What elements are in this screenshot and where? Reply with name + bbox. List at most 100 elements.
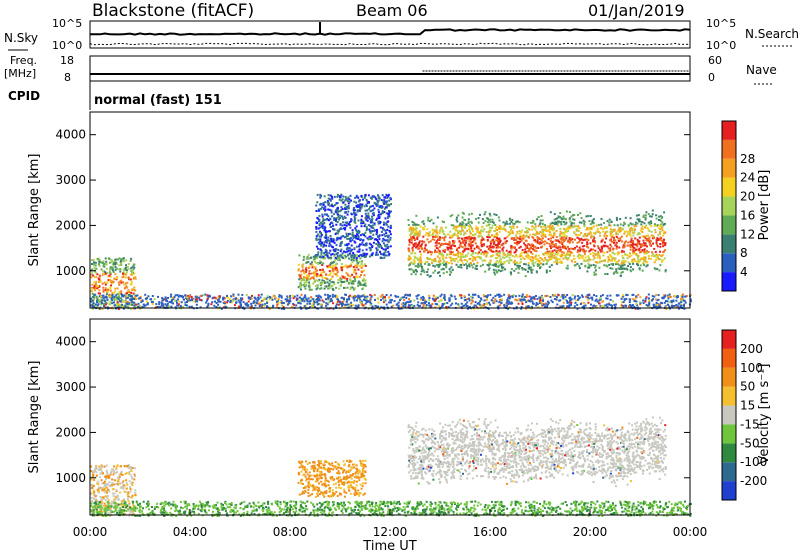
heatmap-cell bbox=[386, 197, 389, 199]
heatmap-cell bbox=[338, 230, 340, 233]
heatmap-cell bbox=[411, 237, 414, 240]
heatmap-cell bbox=[451, 244, 454, 247]
heatmap-cell bbox=[359, 257, 362, 260]
cpid-panel: CPID normal (fast) 151 bbox=[8, 81, 222, 110]
heatmap-cell bbox=[319, 260, 322, 263]
heatmap-cell bbox=[116, 304, 119, 307]
heatmap-cell bbox=[359, 203, 362, 206]
heatmap-cell bbox=[333, 218, 336, 221]
heatmap-cell bbox=[432, 232, 435, 235]
heatmap-cell bbox=[594, 269, 597, 272]
heatmap-cell bbox=[461, 237, 463, 240]
freq-left-tick-top: 18 bbox=[60, 54, 74, 67]
heatmap-cell bbox=[552, 236, 555, 239]
heatmap-cell bbox=[656, 237, 659, 240]
heatmap-cell bbox=[408, 294, 411, 297]
heatmap-cell bbox=[471, 252, 474, 255]
heatmap-cell bbox=[305, 281, 308, 284]
heatmap-cell bbox=[449, 235, 452, 238]
heatmap-cell bbox=[646, 238, 649, 241]
heatmap-cell bbox=[326, 293, 329, 296]
heatmap-cell bbox=[328, 287, 331, 290]
heatmap-cell bbox=[355, 245, 358, 248]
heatmap-cell bbox=[644, 260, 647, 263]
heatmap-cell bbox=[428, 302, 430, 305]
heatmap-cell bbox=[199, 306, 202, 309]
heatmap-cell bbox=[420, 253, 422, 256]
heatmap-cell bbox=[560, 305, 563, 308]
heatmap-cell bbox=[515, 267, 518, 270]
heatmap-cell bbox=[226, 299, 229, 302]
heatmap-cell bbox=[358, 260, 361, 263]
heatmap-cell bbox=[615, 270, 618, 273]
heatmap-cell bbox=[667, 295, 670, 298]
heatmap-cell bbox=[632, 242, 635, 245]
heatmap-cell bbox=[493, 271, 496, 274]
heatmap-cell bbox=[430, 258, 433, 261]
heatmap-cell bbox=[617, 228, 620, 231]
heatmap-cell bbox=[659, 219, 662, 222]
heatmap-cell bbox=[592, 258, 595, 261]
heatmap-cell bbox=[102, 260, 105, 263]
heatmap-cell bbox=[333, 283, 336, 286]
heatmap-cell bbox=[583, 305, 586, 308]
heatmap-cell bbox=[623, 242, 626, 245]
heatmap-cell bbox=[604, 258, 607, 261]
heatmap-cell bbox=[251, 294, 253, 297]
heatmap-cell bbox=[219, 296, 221, 299]
heatmap-cell bbox=[625, 235, 628, 238]
heatmap-cell bbox=[347, 207, 350, 210]
heatmap-cell bbox=[653, 247, 656, 250]
heatmap-cell bbox=[364, 223, 367, 226]
heatmap-cell bbox=[430, 218, 433, 221]
heatmap-cell bbox=[645, 252, 648, 255]
heatmap-cell bbox=[583, 251, 586, 254]
heatmap-cell bbox=[480, 242, 483, 244]
heatmap-cell bbox=[496, 260, 499, 262]
heatmap-cell bbox=[329, 272, 332, 275]
heatmap-cell bbox=[133, 298, 136, 300]
heatmap-cell bbox=[458, 256, 461, 258]
heatmap-cell bbox=[517, 220, 519, 223]
heatmap-cell bbox=[587, 239, 590, 242]
heatmap-cell bbox=[435, 298, 437, 300]
heatmap-cell bbox=[613, 229, 616, 232]
heatmap-cell bbox=[592, 251, 595, 254]
heatmap-cell bbox=[673, 294, 676, 297]
heatmap-cell bbox=[480, 229, 483, 232]
heatmap-cell bbox=[323, 206, 326, 209]
heatmap-cell bbox=[211, 301, 214, 304]
heatmap-cell bbox=[343, 211, 346, 214]
heatmap-cell bbox=[646, 264, 649, 267]
heatmap-cell bbox=[515, 239, 518, 241]
heatmap-cell bbox=[319, 221, 322, 224]
heatmap-cell bbox=[386, 228, 389, 231]
heatmap-cell bbox=[484, 270, 487, 273]
heatmap-cell bbox=[336, 195, 339, 198]
heatmap-cell bbox=[440, 254, 443, 257]
heatmap-cell bbox=[611, 248, 614, 251]
heatmap-cell bbox=[559, 237, 562, 240]
heatmap-cell bbox=[384, 217, 387, 220]
heatmap-cell bbox=[376, 253, 379, 256]
heatmap-cell bbox=[441, 229, 444, 232]
heatmap-cell bbox=[504, 229, 507, 232]
heatmap-cell bbox=[132, 268, 135, 271]
heatmap-cell bbox=[429, 258, 432, 261]
heatmap-cell bbox=[348, 223, 350, 226]
heatmap-cell bbox=[648, 223, 651, 226]
heatmap-cell bbox=[603, 264, 606, 267]
heatmap-cell bbox=[125, 276, 127, 279]
heatmap-cell bbox=[602, 230, 605, 233]
heatmap-cell bbox=[334, 256, 337, 259]
heatmap-cell bbox=[338, 195, 341, 198]
heatmap-cell bbox=[359, 234, 362, 237]
heatmap-cell bbox=[315, 227, 318, 230]
heatmap-cell bbox=[359, 210, 361, 212]
heatmap-cell bbox=[118, 295, 120, 298]
heatmap-cell bbox=[621, 254, 624, 257]
heatmap-cell bbox=[333, 250, 336, 253]
heatmap-cell bbox=[318, 299, 321, 302]
heatmap-cell bbox=[635, 303, 638, 306]
heatmap-cell bbox=[469, 238, 472, 241]
